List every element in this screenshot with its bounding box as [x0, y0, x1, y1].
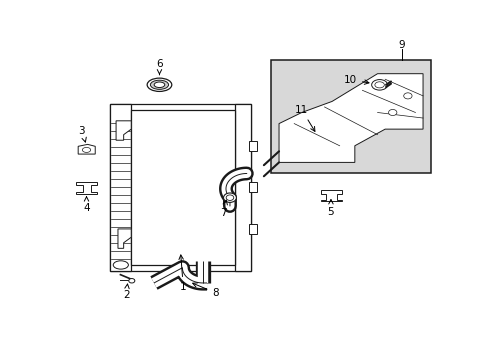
Ellipse shape: [403, 93, 411, 99]
Polygon shape: [78, 144, 95, 154]
Ellipse shape: [371, 80, 387, 90]
Text: 5: 5: [327, 199, 334, 217]
Text: 2: 2: [122, 284, 129, 301]
Polygon shape: [76, 182, 97, 194]
Text: 8: 8: [192, 283, 219, 298]
Ellipse shape: [113, 261, 128, 269]
Text: 11: 11: [295, 105, 314, 131]
Text: 4: 4: [83, 197, 90, 213]
Bar: [131, 110, 235, 265]
Text: 9: 9: [398, 40, 405, 50]
Polygon shape: [320, 190, 341, 201]
Text: 6: 6: [156, 59, 163, 75]
Text: 1: 1: [179, 255, 186, 292]
Polygon shape: [116, 121, 131, 140]
Bar: [235, 104, 250, 270]
Bar: [110, 104, 250, 270]
Text: 3: 3: [79, 126, 86, 142]
Bar: [248, 183, 257, 192]
Polygon shape: [118, 229, 131, 248]
Bar: [271, 60, 430, 174]
Polygon shape: [279, 74, 422, 162]
Ellipse shape: [147, 78, 171, 91]
Ellipse shape: [150, 80, 168, 89]
Text: 10: 10: [343, 75, 368, 85]
Ellipse shape: [128, 279, 135, 283]
Text: 7: 7: [220, 200, 227, 218]
Ellipse shape: [223, 193, 236, 202]
Bar: [248, 141, 257, 151]
Ellipse shape: [154, 82, 164, 87]
Bar: [110, 104, 131, 270]
Bar: [248, 224, 257, 234]
Ellipse shape: [388, 109, 396, 116]
